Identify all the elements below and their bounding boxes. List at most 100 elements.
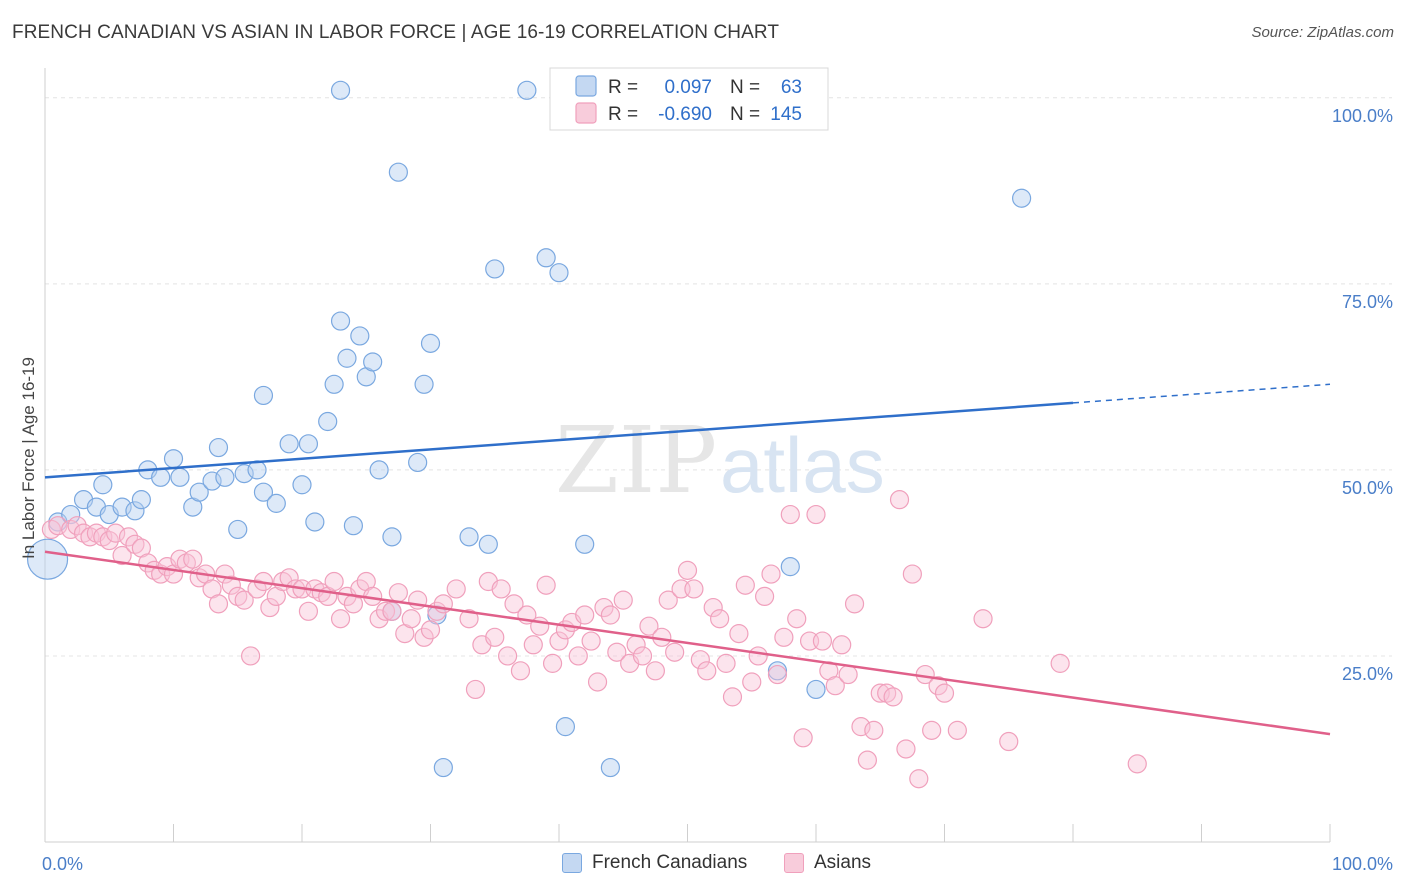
legend-n-label-2: N = [730, 104, 760, 125]
point-asian [575, 605, 595, 625]
point-french-canadian [806, 679, 826, 700]
point-asian [742, 672, 762, 692]
point-french-canadian [1011, 188, 1032, 208]
y-tick-label: 75.0% [1342, 292, 1393, 312]
point-french-canadian [350, 326, 370, 346]
point-asian [934, 683, 955, 703]
point-french-canadian [343, 516, 363, 536]
point-asian [568, 646, 588, 666]
point-asian [754, 586, 775, 607]
point-asian [722, 687, 743, 707]
point-french-canadian [555, 717, 576, 737]
legend-n-value-1: 63 [781, 77, 802, 98]
point-french-canadian [337, 348, 357, 368]
point-french-canadian [163, 449, 184, 469]
point-asian [806, 504, 826, 525]
point-asian [375, 601, 396, 621]
legend-label: French Canadians [592, 852, 748, 873]
point-french-canadian [61, 504, 81, 525]
point-asian [510, 661, 531, 681]
axes: 25.0% 50.0% 75.0% 100.0% 0.0% 100.0% [42, 68, 1393, 874]
grid [45, 97, 1392, 657]
legend-n-value-2: 145 [770, 104, 802, 125]
point-asian [491, 579, 511, 599]
bottom-legend: French Canadians Asians [0, 852, 1406, 878]
trend-line-french-canadians [44, 401, 1074, 479]
point-asian [241, 646, 261, 666]
point-french-canadian [208, 437, 229, 458]
point-asian [221, 575, 241, 595]
point-asian [632, 646, 653, 666]
point-asian [260, 597, 280, 618]
legend-item-french-canadians: French Canadians [562, 852, 747, 874]
point-french-canadian [189, 482, 209, 502]
point-asian [761, 564, 781, 584]
point-french-canadian [485, 259, 505, 279]
point-asian [780, 504, 800, 525]
y-tick-label: 100.0% [1332, 106, 1393, 126]
watermark-zip: ZIP [555, 407, 717, 514]
point-asian [710, 609, 730, 629]
source-label: Source: ZipAtlas.com [1251, 24, 1394, 41]
point-asian [1127, 754, 1147, 774]
legend-swatch [784, 853, 804, 873]
point-asian [735, 575, 755, 595]
y-tick-label: 25.0% [1342, 664, 1393, 684]
point-asian [594, 597, 614, 618]
point-asian [658, 590, 678, 610]
point-french-canadian [170, 467, 190, 487]
point-french-canadian [408, 452, 428, 473]
point-french-canadian [330, 311, 351, 331]
point-french-canadian [459, 527, 479, 547]
watermark: ZIP atlas [555, 407, 885, 514]
x-tick-label-end: 100.0% [1332, 854, 1393, 874]
point-asian [684, 579, 704, 599]
point-french-canadian [600, 757, 621, 778]
point-asian [812, 631, 833, 651]
point-french-canadian [26, 538, 69, 580]
point-french-canadian [369, 460, 389, 480]
point-french-canadian [549, 263, 569, 283]
y-axis-label-group: In Labor Force | Age 16-19 [19, 357, 38, 559]
chart-title: FRENCH CANADIAN VS ASIAN IN LABOR FORCE … [12, 22, 780, 43]
point-asian [581, 631, 601, 651]
point-asian [716, 653, 736, 673]
point-french-canadian [363, 352, 383, 372]
point-asian [208, 594, 229, 614]
point-asian [896, 739, 916, 759]
point-asian [382, 601, 402, 621]
trend-lines [44, 383, 1331, 736]
point-asian [909, 769, 929, 789]
point-asian [587, 672, 608, 692]
point-asian [793, 728, 813, 748]
point-asian [889, 490, 910, 510]
point-asian [947, 720, 967, 740]
watermark-atlas: atlas [720, 421, 885, 509]
point-asian [48, 516, 68, 536]
point-asian [902, 564, 922, 584]
legend-label: Asians [814, 852, 872, 873]
point-asian [523, 635, 543, 655]
point-french-canadian [478, 534, 498, 554]
point-asian [542, 653, 563, 673]
point-french-canadian [266, 493, 286, 513]
point-asian [844, 594, 865, 614]
point-french-canadian [202, 471, 222, 491]
point-asian [414, 627, 434, 647]
point-asian [922, 720, 942, 740]
point-french-canadian [253, 482, 274, 502]
point-asian [729, 624, 749, 644]
trend-line-asians [44, 550, 1331, 736]
point-asian [485, 627, 505, 647]
point-asian [183, 549, 203, 569]
point-asian [106, 523, 126, 543]
point-asian [870, 683, 890, 703]
point-asian [857, 750, 878, 770]
point-french-canadian [420, 333, 441, 353]
point-french-canadian [517, 80, 537, 100]
x-tick-label-start: 0.0% [42, 854, 83, 874]
point-french-canadian [151, 467, 171, 487]
point-asian [645, 661, 665, 681]
point-asian [639, 616, 659, 636]
